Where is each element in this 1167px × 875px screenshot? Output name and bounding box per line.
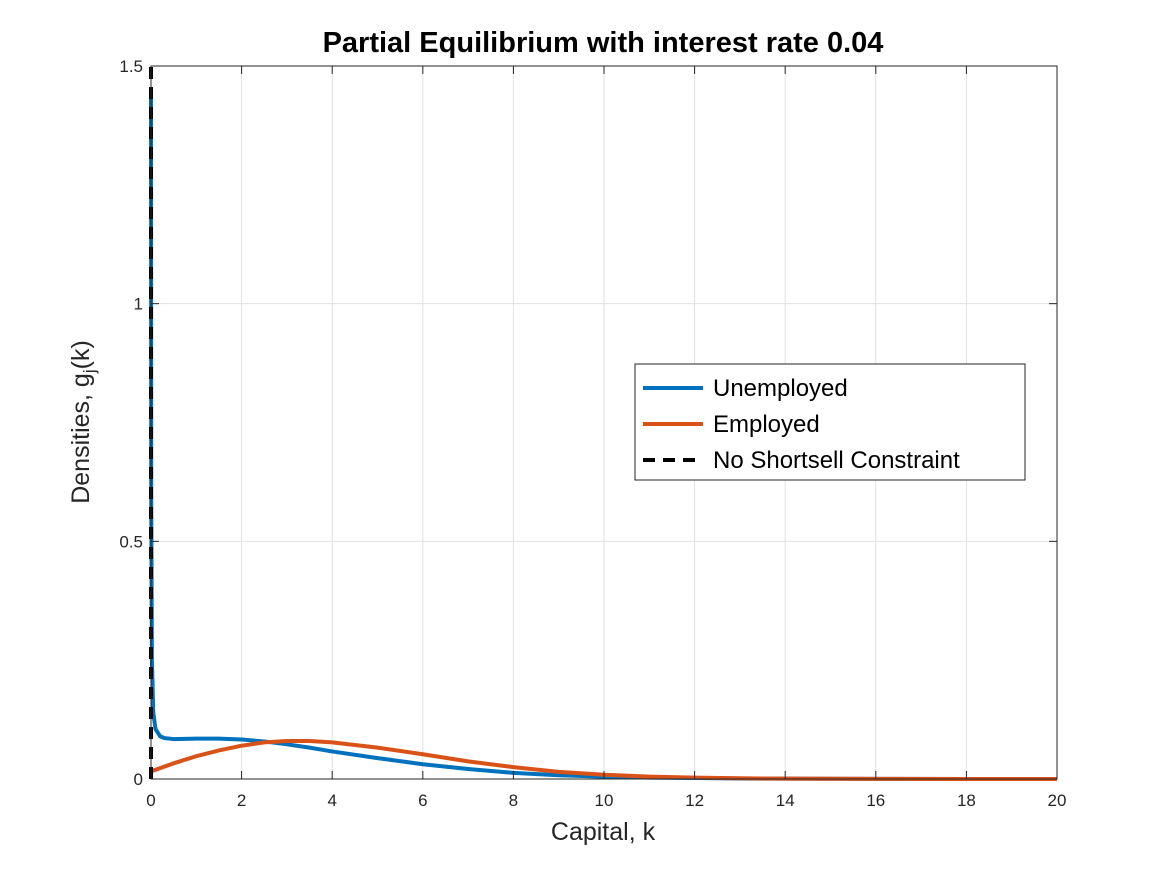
x-tick-label: 20 bbox=[1048, 791, 1067, 810]
y-tick-label: 1.5 bbox=[119, 57, 143, 76]
x-tick-label: 6 bbox=[418, 791, 427, 810]
x-axis-label: Capital, k bbox=[551, 818, 656, 846]
y-axis-label: Densities, gj(k) bbox=[67, 340, 99, 504]
legend-entry: No Shortsell Constraint bbox=[713, 447, 960, 474]
series-layer bbox=[149, 66, 1058, 781]
x-tick-label: 0 bbox=[146, 791, 155, 810]
y-axis-label-tail: (k) bbox=[67, 340, 95, 369]
y-tick-label: 0.5 bbox=[119, 532, 143, 551]
legend-entry: Unemployed bbox=[713, 375, 848, 402]
x-tick-label: 18 bbox=[957, 791, 976, 810]
x-tick-label: 10 bbox=[595, 791, 614, 810]
x-tick-label: 2 bbox=[237, 791, 246, 810]
series-line-employed bbox=[150, 738, 1058, 781]
chart-title: Partial Equilibrium with interest rate 0… bbox=[323, 27, 884, 59]
x-tick-label: 16 bbox=[866, 791, 885, 810]
y-axis-label-main: Densities, g bbox=[67, 373, 95, 504]
x-tick-label: 14 bbox=[776, 791, 795, 810]
ticks: 0 2 4 6 8 10 12 14 16 18 20 0 0.5 1 1.5 bbox=[119, 57, 1066, 810]
x-tick-label: 8 bbox=[509, 791, 518, 810]
legend-entry: Employed bbox=[713, 411, 820, 438]
y-tick-label: 1 bbox=[134, 295, 143, 314]
legend: Unemployed Employed No Shortsell Constrain… bbox=[634, 363, 1026, 481]
y-axis-label-subscript: j bbox=[80, 369, 99, 374]
y-tick-label: 0 bbox=[134, 770, 143, 789]
x-tick-label: 4 bbox=[327, 791, 336, 810]
x-tick-label: 12 bbox=[685, 791, 704, 810]
